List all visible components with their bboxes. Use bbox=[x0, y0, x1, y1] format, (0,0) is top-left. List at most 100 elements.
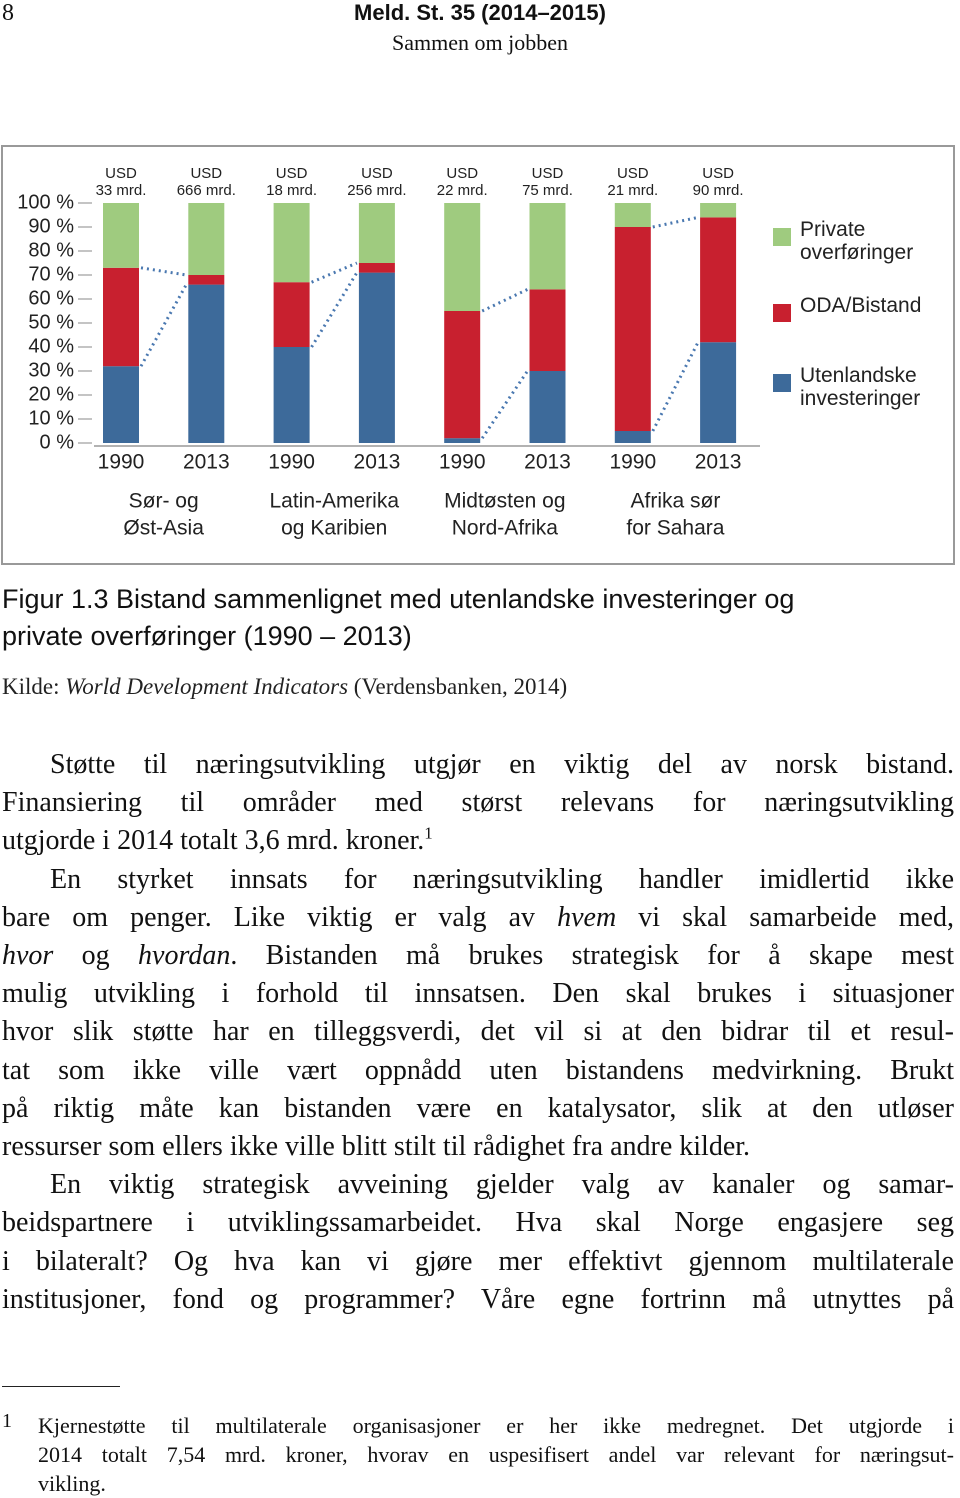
group-label: Nord-Afrika bbox=[452, 517, 559, 540]
bar-segment bbox=[103, 203, 139, 268]
text-line: institusjoner, fond og programmer? Våre … bbox=[2, 1281, 954, 1319]
y-tick-label: 0 % bbox=[40, 431, 75, 453]
source-suffix: (Verdensbanken, 2014) bbox=[348, 674, 568, 699]
footnote-line: Kjernestøtte til multilaterale organisas… bbox=[38, 1413, 954, 1438]
page-number: 8 bbox=[2, 0, 14, 26]
text-run: vi skal samarbeide med, bbox=[616, 901, 954, 933]
trend-connector bbox=[480, 370, 529, 440]
bar-segment bbox=[188, 203, 225, 275]
bar-annotation: 22 mrd. bbox=[437, 182, 488, 199]
emphasis: hvordan bbox=[138, 940, 231, 971]
bar-segment bbox=[188, 284, 225, 443]
bar-segment bbox=[614, 227, 651, 431]
text-run: utgjorde i 2014 totalt 3,6 mrd. kroner. bbox=[2, 825, 425, 857]
bar-segment bbox=[358, 203, 395, 263]
footnote-line: vikling. bbox=[38, 1471, 106, 1496]
x-tick-label: 2013 bbox=[354, 451, 401, 474]
text-line: i bilateralt? Og hva kan vi gjøre mer ef… bbox=[2, 1243, 954, 1281]
text-line: tat som ikke ville vært oppnådd uten bis… bbox=[2, 1052, 954, 1090]
legend-swatch bbox=[773, 228, 791, 246]
text-line: beidspartnere i utviklingssamarbeidet. H… bbox=[2, 1204, 954, 1242]
x-tick-label: 1990 bbox=[268, 451, 315, 474]
bar-annotation: USD bbox=[105, 165, 137, 182]
text-run: Finansiering til områder med størst rele… bbox=[2, 787, 954, 819]
y-tick-label: 100 % bbox=[17, 191, 74, 213]
y-tick-label: 20 % bbox=[28, 383, 74, 405]
legend-swatch bbox=[773, 304, 791, 322]
legend-swatch bbox=[773, 374, 791, 392]
bar-segment bbox=[103, 267, 139, 367]
text-line: ressurser som ellers ikke ville blitt st… bbox=[2, 1128, 954, 1166]
legend-label: Utenlandske investeringer bbox=[800, 364, 921, 410]
bar-annotation: USD bbox=[276, 165, 308, 182]
bar-annotation: 90 mrd. bbox=[693, 182, 744, 199]
text-run: mulig utvikling i forhold til innsatsen.… bbox=[2, 978, 954, 1010]
text-run: institusjoner, fond og programmer? Våre … bbox=[2, 1283, 954, 1315]
bar-segment bbox=[614, 431, 651, 443]
running-title: Meld. St. 35 (2014–2015) bbox=[354, 0, 606, 25]
bar-annotation: 21 mrd. bbox=[607, 182, 658, 199]
trend-connector bbox=[651, 341, 700, 432]
group-label: Afrika sør bbox=[631, 490, 721, 513]
y-tick-label: 80 % bbox=[28, 239, 74, 261]
chart-frame bbox=[1, 145, 955, 565]
text-run: En viktig strategisk avveining gjelder v… bbox=[50, 1169, 954, 1201]
bar-segment bbox=[700, 217, 737, 343]
trend-connector bbox=[652, 215, 699, 229]
y-tick-label: 30 % bbox=[28, 359, 74, 381]
x-tick-label: 1990 bbox=[609, 451, 656, 474]
text-run: på riktig måte kan bistanden være en kat… bbox=[2, 1092, 954, 1124]
text-run: bare om penger. Like viktig er valg av bbox=[2, 901, 558, 933]
y-tick-label: 40 % bbox=[28, 335, 74, 357]
footnote-line: 2014 totalt 7,54 mrd. kroner, hvorav en … bbox=[38, 1442, 954, 1467]
group-label: Øst-Asia bbox=[123, 517, 204, 540]
text-run: i bilateralt? Og hva kan vi gjøre mer ef… bbox=[2, 1245, 954, 1277]
text-run: Støtte til næringsutvikling utgjør en vi… bbox=[50, 749, 954, 780]
bar-segment bbox=[444, 311, 481, 439]
bar-segment bbox=[273, 347, 310, 443]
bar-segment bbox=[529, 289, 566, 371]
y-tick-label: 70 % bbox=[28, 263, 74, 285]
emphasis: hvor bbox=[2, 940, 54, 971]
y-tick-label: 60 % bbox=[28, 287, 74, 309]
group-label: Midtøsten og bbox=[444, 490, 565, 513]
text-line: bare om penger. Like viktig er valg av h… bbox=[2, 899, 954, 937]
y-tick-label: 90 % bbox=[28, 215, 74, 237]
group-label: for Sahara bbox=[626, 517, 724, 540]
text-run: tat som ikke ville vært oppnådd uten bis… bbox=[2, 1054, 954, 1086]
trend-connector bbox=[140, 266, 187, 277]
x-tick-label: 1990 bbox=[439, 451, 486, 474]
bar-annotation: USD bbox=[532, 165, 564, 182]
text-run: beidspartnere i utviklingssamarbeidet. H… bbox=[2, 1207, 954, 1239]
bar-segment bbox=[103, 366, 139, 443]
text-line: hvor slik støtte har en tilleggsverdi, d… bbox=[2, 1013, 954, 1051]
text-line: utgjorde i 2014 totalt 3,6 mrd. kroner.1 bbox=[2, 822, 954, 860]
text-line: på riktig måte kan bistanden være en kat… bbox=[2, 1090, 954, 1128]
emphasis: hvem bbox=[557, 901, 617, 933]
footnote-ref: 1 bbox=[424, 824, 433, 844]
trend-connector bbox=[481, 288, 529, 313]
bar-segment bbox=[273, 203, 310, 283]
x-tick-label: 2013 bbox=[695, 451, 742, 474]
source-prefix: Kilde: bbox=[2, 674, 66, 699]
text-run: . Bistanden må brukes strategisk for å s… bbox=[230, 940, 954, 971]
trend-connector bbox=[310, 271, 359, 348]
bar-annotation: 18 mrd. bbox=[266, 182, 317, 199]
text-run: ressurser som ellers ikke ville blitt st… bbox=[2, 1131, 751, 1162]
x-tick-label: 2013 bbox=[183, 451, 230, 474]
bar-segment bbox=[188, 275, 225, 285]
trend-connector bbox=[311, 261, 358, 284]
text-line: mulig utvikling i forhold til innsatsen.… bbox=[2, 975, 954, 1013]
bar-annotation: 256 mrd. bbox=[347, 182, 406, 199]
bar-annotation: USD bbox=[190, 165, 222, 182]
x-tick-label: 1990 bbox=[98, 451, 145, 474]
legend-label: Private overføringer bbox=[800, 218, 914, 264]
source-title: World Development Indicators bbox=[65, 674, 349, 699]
bar-annotation: 75 mrd. bbox=[522, 182, 573, 199]
bar-segment bbox=[358, 272, 395, 443]
group-label: Latin-Amerika bbox=[269, 490, 399, 513]
text-line: En styrket innsats for næringsutvikling … bbox=[50, 861, 954, 899]
bar-segment bbox=[529, 371, 566, 443]
text-line: hvor og hvordan. Bistanden må brukes str… bbox=[2, 937, 954, 975]
